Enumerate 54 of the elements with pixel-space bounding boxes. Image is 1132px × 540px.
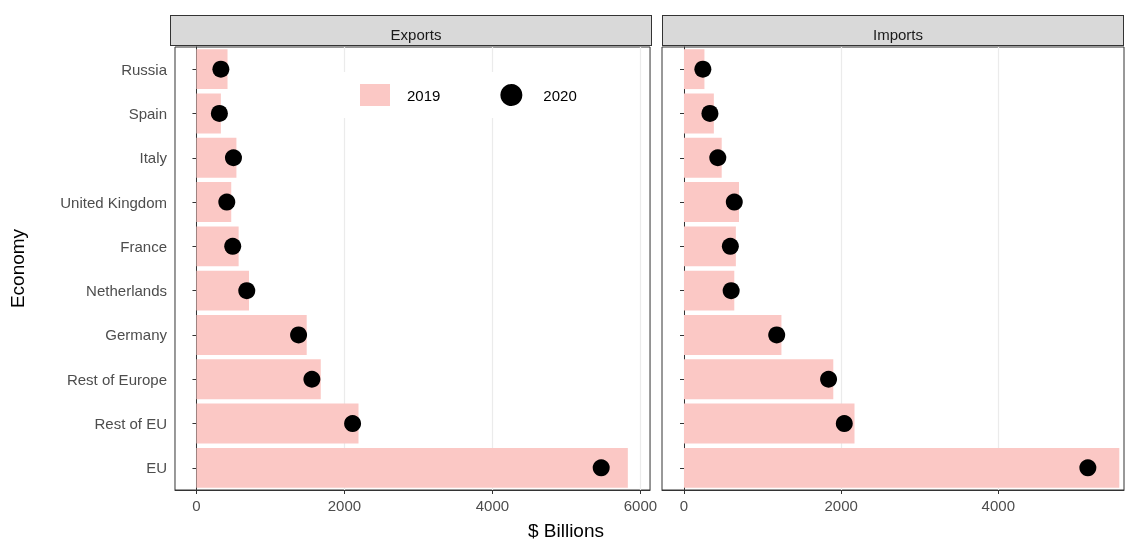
point <box>1079 459 1097 477</box>
x-tick-label: 4000 <box>981 497 1015 514</box>
bar <box>684 270 735 311</box>
point <box>344 415 362 433</box>
x-tick-label: 0 <box>192 497 201 514</box>
bar <box>684 315 782 355</box>
y-tick-label: Spain <box>128 104 167 122</box>
point <box>725 193 743 211</box>
bar <box>196 447 628 488</box>
x-axis-title: $ Billions <box>526 520 605 540</box>
bar <box>196 359 321 400</box>
point <box>218 193 236 211</box>
legend-label: 2019 <box>407 86 441 104</box>
x-tick-label: 2000 <box>327 497 362 514</box>
point <box>820 370 838 388</box>
point <box>224 237 242 255</box>
bar <box>196 315 307 355</box>
bar <box>196 137 237 178</box>
bar <box>684 226 736 267</box>
point <box>290 326 308 344</box>
y-tick-label: France <box>120 237 167 255</box>
bar <box>196 403 359 444</box>
point <box>722 282 740 300</box>
y-tick-label: Netherlands <box>86 282 167 300</box>
bar <box>684 447 1120 488</box>
bar <box>684 359 834 400</box>
bar <box>196 270 249 311</box>
x-tick-label: 6000 <box>623 497 658 514</box>
legend-label: 2020 <box>543 86 577 104</box>
bar <box>684 182 739 222</box>
y-axis-title: Economy <box>7 228 28 309</box>
bar <box>684 403 855 444</box>
point <box>224 149 242 167</box>
point <box>303 370 321 388</box>
y-tick-label: Germany <box>105 326 168 344</box>
point <box>709 149 727 167</box>
x-tick-label: 4000 <box>475 497 510 514</box>
chart-title: Imports <box>872 26 924 43</box>
point <box>768 326 786 344</box>
chart-title: Exports <box>390 26 442 43</box>
point <box>238 282 256 300</box>
x-tick-label: 2000 <box>824 497 858 514</box>
y-tick-label: Russia <box>121 60 168 78</box>
point <box>701 104 719 122</box>
point <box>721 237 739 255</box>
point <box>835 415 853 433</box>
y-tick-label: Rest of Europe <box>66 370 167 388</box>
y-tick-label: United Kingdom <box>60 193 167 211</box>
point <box>592 459 610 477</box>
x-tick-label: 0 <box>679 497 689 514</box>
y-tick-label: EU <box>146 459 167 477</box>
y-tick-label: Italy <box>139 149 168 167</box>
point <box>210 104 228 122</box>
y-tick-label: Rest of EU <box>94 415 167 433</box>
